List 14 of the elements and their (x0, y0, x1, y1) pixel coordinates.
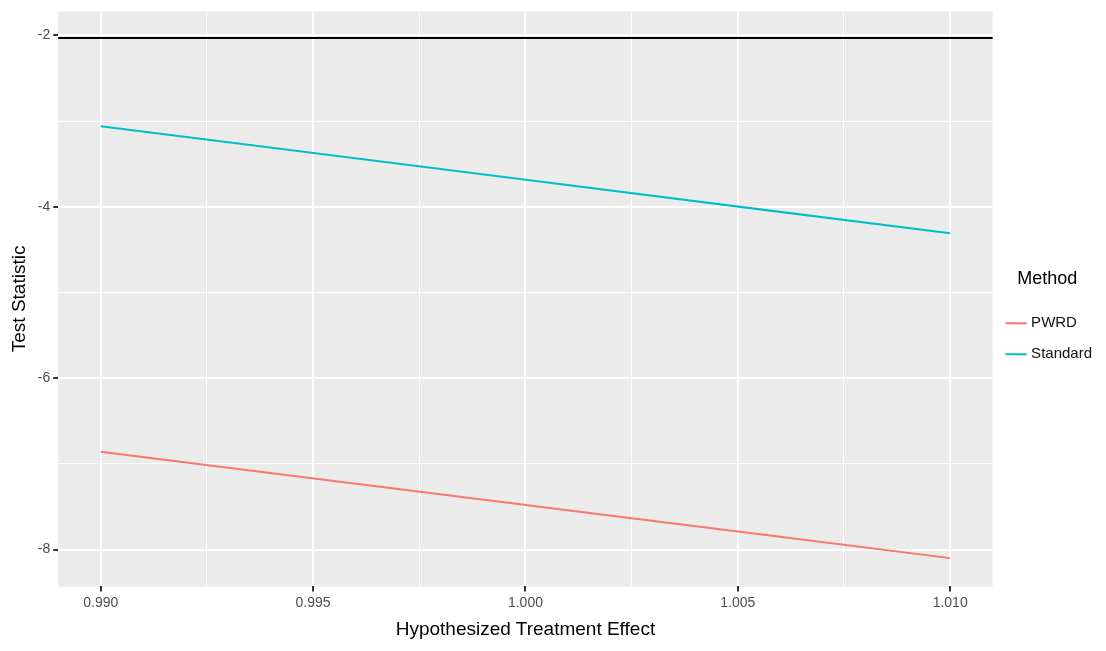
x-tick-label: 0.995 (295, 593, 331, 610)
legend-label: PWRD (1031, 313, 1078, 331)
x-axis-title: Hypothesized Treatment Effect (395, 617, 656, 639)
y-tick-label: -6 (37, 369, 51, 386)
legend-title: Method (1017, 268, 1078, 289)
y-tick-label: -2 (37, 26, 51, 43)
x-tick-label: 1.010 (932, 593, 968, 610)
x-tick-label: 1.005 (720, 593, 756, 610)
legend-label: Standard (1031, 344, 1093, 362)
y-axis-title: Test Statistic (7, 245, 29, 353)
y-tick-label: -4 (37, 197, 51, 214)
x-tick-label: 0.990 (83, 593, 119, 610)
x-tick-label: 1.000 (507, 593, 544, 610)
y-tick-label: -8 (37, 540, 51, 557)
